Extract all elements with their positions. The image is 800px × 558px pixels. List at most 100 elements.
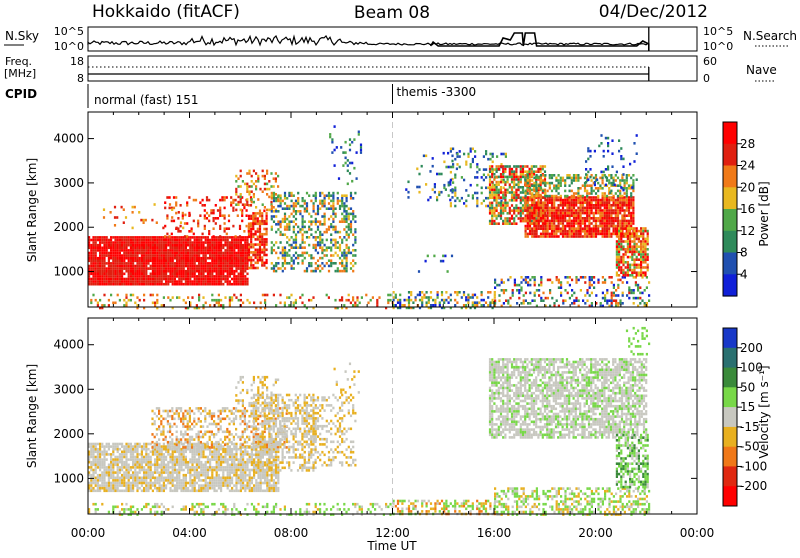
power-cell (410, 299, 412, 302)
power-cell (633, 243, 635, 246)
power-cell (566, 204, 568, 207)
power-cell (518, 178, 520, 181)
power-cell (299, 228, 301, 231)
power-cell (620, 271, 622, 274)
power-cell (489, 168, 491, 171)
power-cell (220, 283, 222, 286)
power-cell (264, 177, 266, 180)
power-cell (533, 165, 535, 168)
velocity-cell (110, 477, 112, 480)
power-cell (266, 254, 268, 257)
power-cell (252, 233, 254, 236)
power-cell (147, 241, 149, 244)
power-cell (522, 189, 524, 192)
power-cell (205, 236, 207, 239)
power-cell (213, 249, 215, 252)
power-cell (158, 249, 160, 252)
power-cell (509, 170, 511, 173)
power-cell (273, 185, 275, 188)
power-cell (553, 217, 555, 220)
power-cell (529, 192, 531, 195)
power-cell (208, 199, 210, 202)
power-cell (198, 257, 200, 260)
velocity-cell (103, 490, 105, 493)
power-cell (114, 249, 116, 252)
power-cell (341, 218, 343, 221)
power-cell (345, 151, 347, 154)
power-cell (476, 205, 478, 208)
power-cell (560, 217, 562, 220)
power-cell (626, 225, 628, 228)
power-cell (408, 296, 410, 299)
velocity-cell (106, 453, 108, 456)
power-cell (169, 249, 171, 252)
power-cell (211, 280, 213, 283)
power-cell (321, 246, 323, 249)
power-cell (533, 222, 535, 225)
power-cell (206, 199, 208, 202)
power-cell (328, 246, 330, 249)
power-cell (644, 238, 646, 241)
power-cell (218, 294, 220, 297)
power-cell (282, 270, 284, 273)
power-cell (114, 262, 116, 265)
power-cell (349, 162, 351, 165)
power-cell (114, 280, 116, 283)
power-cell (248, 170, 250, 173)
velocity-cell (92, 490, 94, 493)
power-cell (302, 262, 304, 265)
power-cell (308, 254, 310, 257)
power-cell (240, 198, 242, 201)
power-cell (542, 292, 544, 295)
power-cell (252, 217, 254, 220)
velocity-cell (103, 479, 105, 482)
power-cell (573, 302, 575, 305)
velocity-cell (97, 456, 99, 459)
power-cell (163, 252, 165, 255)
power-cell (407, 191, 409, 194)
power-cell (553, 214, 555, 217)
power-cell (620, 235, 622, 238)
power-cell (511, 173, 513, 176)
power-cell (351, 141, 353, 144)
power-cell (507, 302, 509, 305)
power-cell (613, 227, 615, 230)
power-cell (200, 241, 202, 244)
power-cell (534, 284, 536, 287)
power-cell (418, 173, 420, 176)
power-cell (302, 228, 304, 231)
power-cell (638, 271, 640, 274)
power-cell (337, 197, 339, 200)
velocity-cell (90, 487, 92, 490)
power-cell (604, 217, 606, 220)
power-cell (640, 248, 642, 251)
power-cell (106, 239, 108, 242)
power-cell (196, 247, 198, 250)
power-cell (252, 264, 254, 267)
power-cell (354, 236, 356, 239)
power-cell (280, 202, 282, 205)
power-cell (154, 270, 156, 273)
power-cell (288, 205, 290, 208)
power-cell (536, 227, 538, 230)
power-cell (205, 247, 207, 250)
power-cell (169, 254, 171, 257)
power-cell (432, 304, 434, 307)
power-cell (560, 184, 562, 187)
power-cell (132, 262, 134, 265)
power-cell (348, 218, 350, 221)
power-cell (106, 275, 108, 278)
power-cell (228, 214, 230, 217)
power-cell (136, 283, 138, 286)
power-cell (261, 251, 263, 254)
power-cell (518, 196, 520, 199)
power-cell (624, 214, 626, 217)
power-cell (275, 231, 277, 234)
power-cell (611, 292, 613, 295)
power-cell (244, 254, 246, 257)
power-cell (560, 177, 562, 180)
power-cell (286, 197, 288, 200)
power-cell (597, 220, 599, 223)
power-cell (617, 302, 619, 305)
power-cell (110, 236, 112, 239)
